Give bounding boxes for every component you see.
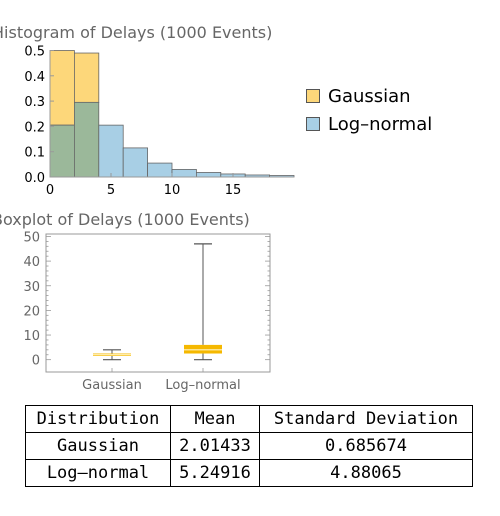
histogram-bar [74,101,100,178]
boxplot-y-tick-label: 20 [23,304,40,319]
boxplot-y-tick-label: 50 [23,230,40,245]
histogram-y-tick-label: 0.4 [24,70,45,85]
boxplot-chart: Boxplot of Delays (1000 Events) 0 10 20 30 4… [0,210,271,393]
histogram-y-tick-label: 0.0 [24,171,45,186]
histogram-bar [49,50,75,126]
table-cell: 4.88065 [259,459,473,487]
boxplot-y-tick-label: 10 [23,329,40,344]
histogram-x-tick-label: 5 [107,183,115,198]
legend-item-gaussian: Gaussian [306,86,466,108]
legend-label-gaussian: Gaussian [328,86,411,107]
table-row: Gaussian 2.01433 0.685674 [25,432,473,460]
histogram-title: Histogram of Delays (1000 Events) [0,23,272,42]
boxplot-y-tick-label: 30 [23,280,40,295]
table-cell: Log–normal [25,459,171,487]
legend-swatch-gaussian [306,89,320,103]
histogram-bar [122,147,148,178]
histogram-bar [49,124,75,178]
boxplot-y-tick-label: 0 [32,354,40,369]
legend-item-lognormal: Log–normal [306,114,466,136]
table-cell: 2.01433 [170,432,260,460]
table-header-cell: Mean [170,405,260,433]
histogram-bar [74,52,100,103]
table-cell: Gaussian [25,432,171,460]
boxplot-frame [45,233,271,373]
table-cell: 5.24916 [170,459,260,487]
histogram-bar [147,162,173,178]
table-header-cell: Standard Deviation [259,405,473,433]
boxplot-box [184,344,222,354]
histogram-bar [98,124,124,178]
histogram-bar [171,169,197,178]
stats-table: Distribution Mean Standard Deviation Gau… [25,405,473,487]
histogram-x-tick-label: 10 [164,183,181,198]
table-row: Log–normal 5.24916 4.88065 [25,459,473,487]
table-cell: 0.685674 [259,432,473,460]
table-header-cell: Distribution [25,405,171,433]
boxplot-y-tick-label: 40 [23,255,40,270]
boxplot-title: Boxplot of Delays (1000 Events) [0,210,250,229]
boxplot-x-tick-label: Log–normal [165,378,240,393]
legend-swatch-lognormal [306,117,320,131]
histogram-y-tick-label: 0.3 [24,95,45,110]
legend-label-lognormal: Log–normal [328,114,433,135]
histogram-x-tick-label: 15 [225,183,242,198]
histogram-bar [195,172,222,178]
histogram-x-tick-label: 0 [46,183,54,198]
histogram-chart: Histogram of Delays (1000 Events) 0 5 10 15… [0,23,295,198]
histogram-y-tick-label: 0.1 [24,146,45,161]
table-header-row: Distribution Mean Standard Deviation [25,405,473,433]
boxplot-x-tick-label: Gaussian [82,378,142,393]
histogram-y-tick-label: 0.2 [24,120,45,135]
histogram-y-tick-label: 0.5 [24,45,45,60]
